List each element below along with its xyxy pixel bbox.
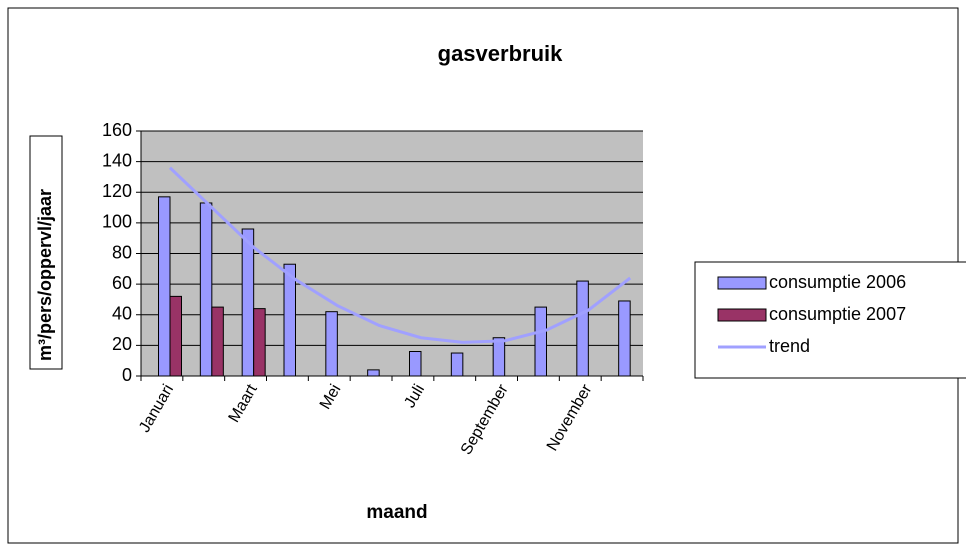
bar bbox=[492, 337, 506, 377]
y-tick-label: 140 bbox=[102, 150, 132, 170]
bar bbox=[367, 369, 380, 377]
bar bbox=[199, 202, 213, 377]
bar bbox=[534, 306, 547, 377]
bar bbox=[211, 306, 224, 377]
legend-label: consumptie 2007 bbox=[769, 304, 906, 324]
legend-swatch bbox=[717, 276, 767, 290]
trend-line bbox=[168, 166, 632, 344]
y-axis-title: m³/pers/oppervl/jaar bbox=[35, 189, 55, 361]
bar bbox=[409, 351, 422, 377]
legend-swatch bbox=[717, 308, 767, 322]
y-axis-title-group: m³/pers/oppervl/jaar bbox=[35, 189, 55, 361]
y-tick-label: 100 bbox=[102, 212, 132, 232]
bar bbox=[169, 295, 182, 377]
y-tick-label: 60 bbox=[112, 273, 132, 293]
chart-title: gasverbruik bbox=[438, 41, 563, 66]
bar bbox=[253, 308, 266, 377]
y-axis-title-box bbox=[29, 135, 63, 370]
legend-label: trend bbox=[769, 336, 810, 356]
y-tick-label: 0 bbox=[122, 365, 132, 385]
bar bbox=[618, 300, 631, 377]
bar bbox=[576, 280, 589, 377]
y-tick-label: 80 bbox=[112, 242, 132, 262]
y-tick-label: 160 bbox=[102, 120, 132, 140]
y-tick-label: 20 bbox=[112, 334, 132, 354]
legend-label: consumptie 2006 bbox=[769, 272, 906, 292]
x-axis-title: maand bbox=[366, 502, 427, 523]
y-tick-label: 120 bbox=[102, 181, 132, 201]
bar bbox=[283, 263, 296, 377]
y-tick-label: 40 bbox=[112, 304, 132, 324]
bar bbox=[241, 228, 255, 377]
bar bbox=[325, 311, 338, 377]
bar bbox=[158, 196, 171, 377]
bar bbox=[450, 352, 464, 377]
